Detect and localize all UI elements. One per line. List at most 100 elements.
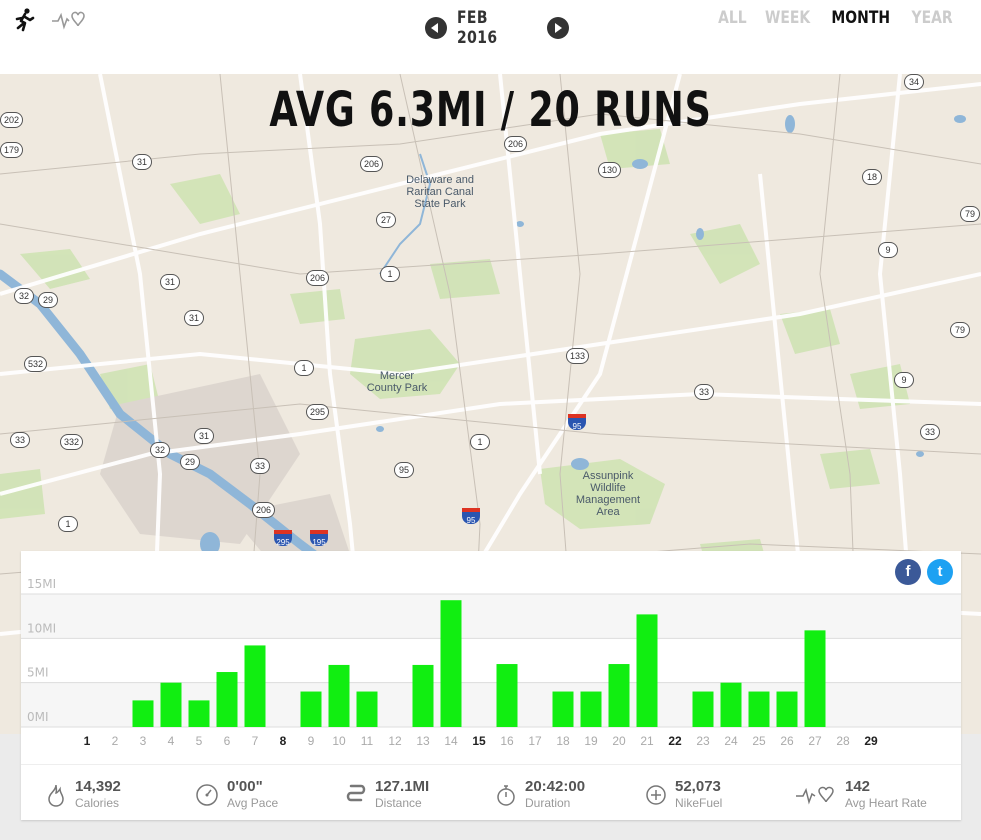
interstate-shield: 195: [310, 530, 328, 547]
route-shield: 31: [194, 428, 214, 444]
bar-day-19[interactable]: [580, 691, 602, 727]
bar-day-4[interactable]: [160, 682, 182, 727]
x-tick-label: 10: [332, 734, 346, 748]
interstate-shield: 95: [568, 414, 586, 431]
route-shield: 9: [894, 372, 914, 388]
route-shield: 79: [960, 206, 980, 222]
stat-label: Distance: [375, 796, 422, 810]
stat-nikefuel: 52,073 NikeFuel: [645, 779, 722, 811]
x-tick-label: 13: [416, 734, 430, 748]
x-tick-label: 27: [808, 734, 822, 748]
route-shield: 27: [376, 212, 396, 228]
route-shield: 18: [862, 169, 882, 185]
stat-value: 14,392: [75, 778, 121, 795]
stat-value: 142: [845, 778, 871, 795]
route-shield: 33: [920, 424, 940, 440]
heart-rate-icon[interactable]: [50, 8, 86, 32]
bar-day-10[interactable]: [328, 664, 350, 727]
route-shield: 32: [14, 288, 34, 304]
x-tick-label: 12: [388, 734, 402, 748]
stat-label: Calories: [75, 796, 120, 810]
y-tick-label: 10MI: [27, 621, 56, 635]
bar-day-13[interactable]: [412, 664, 434, 727]
x-tick-label: 20: [612, 734, 626, 748]
place-label-state-park: Delaware and Raritan Canal State Park: [406, 174, 474, 210]
next-month-button[interactable]: [547, 17, 569, 39]
tab-month[interactable]: MONTH: [831, 8, 891, 28]
route-shield: 31: [160, 274, 180, 290]
tab-all[interactable]: ALL: [718, 8, 748, 28]
x-tick-label: 24: [724, 734, 738, 748]
twitter-share-button[interactable]: t: [927, 559, 953, 585]
monthly-chart-panel: 15MI 10MI 5MI 0MI 1 2 3 4 5 6 7 8 9 10 11 12 13 14 15 16 17 1…: [21, 551, 961, 820]
route-shield: 33: [10, 432, 30, 448]
month-label: FEB 2016: [457, 8, 498, 48]
bar-day-27[interactable]: [804, 630, 826, 727]
facebook-share-button[interactable]: f: [895, 559, 921, 585]
x-tick-label: 15: [472, 734, 486, 748]
route-shield: 29: [180, 454, 200, 470]
route-shield: 202: [0, 112, 24, 128]
bar-day-18[interactable]: [552, 691, 574, 727]
route-shield: 95: [394, 462, 414, 478]
y-tick-label: 0MI: [27, 710, 49, 724]
stat-label: Avg Pace: [227, 796, 279, 810]
bar-day-26[interactable]: [776, 691, 798, 727]
route-icon: [346, 784, 366, 802]
activity-type-icons: [14, 8, 86, 32]
route-shield: 32: [150, 442, 170, 458]
flame-icon: [48, 784, 64, 807]
bar-day-5[interactable]: [188, 700, 210, 727]
route-shield: 532: [24, 356, 48, 372]
route-shield: 33: [694, 384, 714, 400]
x-tick-label: 25: [752, 734, 766, 748]
bar-day-20[interactable]: [608, 664, 630, 727]
route-shield: 79: [950, 322, 970, 338]
x-tick-label: 7: [252, 734, 259, 748]
x-tick-label: 9: [308, 734, 315, 748]
month-navigator: FEB 2016: [425, 8, 569, 48]
bar-day-23[interactable]: [692, 691, 714, 727]
stat-label: NikeFuel: [675, 796, 723, 810]
top-bar: FEB 2016 ALL WEEK MONTH YEAR: [0, 0, 981, 74]
y-tick-label: 5MI: [27, 666, 49, 680]
bar-day-25[interactable]: [748, 691, 770, 727]
bar-day-11[interactable]: [356, 691, 378, 727]
route-shield: 33: [250, 458, 270, 474]
prev-month-button[interactable]: [425, 17, 447, 39]
bar-day-9[interactable]: [300, 691, 322, 727]
bar-day-21[interactable]: [636, 614, 658, 727]
bar-day-3[interactable]: [132, 700, 154, 727]
bar-day-16[interactable]: [496, 664, 518, 727]
x-tick-label: 6: [224, 734, 231, 748]
stat-avg-heart-rate: 142 Avg Heart Rate: [795, 779, 927, 811]
route-shield: 31: [184, 310, 204, 326]
route-shield: 1: [58, 516, 78, 532]
route-shield: 295: [306, 404, 330, 420]
bar-day-7[interactable]: [244, 645, 266, 727]
bar-day-14[interactable]: [440, 600, 462, 727]
route-shield: 1: [470, 434, 490, 450]
tab-year[interactable]: YEAR: [911, 8, 953, 28]
x-tick-label: 3: [140, 734, 147, 748]
pace-gauge-icon: [196, 784, 218, 806]
place-label-county-park: Mercer County Park: [366, 370, 428, 394]
bar-day-6[interactable]: [216, 672, 238, 727]
x-tick-label: 2: [112, 734, 119, 748]
stat-avg-pace: 0'00" Avg Pace: [195, 779, 278, 811]
place-label-wildlife-area: Assunpink Wildlife Management Area: [575, 470, 641, 518]
x-tick-label: 19: [584, 734, 598, 748]
stat-value: 0'00": [227, 778, 263, 795]
x-tick-label: 21: [640, 734, 654, 748]
route-shield: 179: [0, 142, 24, 158]
x-tick-label: 28: [836, 734, 850, 748]
x-tick-label: 5: [196, 734, 203, 748]
runner-icon[interactable]: [14, 8, 36, 32]
route-shield: 206: [306, 270, 330, 286]
tab-week[interactable]: WEEK: [765, 8, 811, 28]
x-tick-label: 23: [696, 734, 710, 748]
stat-value: 127.1MI: [375, 778, 430, 795]
route-shield: 133: [566, 348, 590, 364]
bar-day-24[interactable]: [720, 682, 742, 727]
